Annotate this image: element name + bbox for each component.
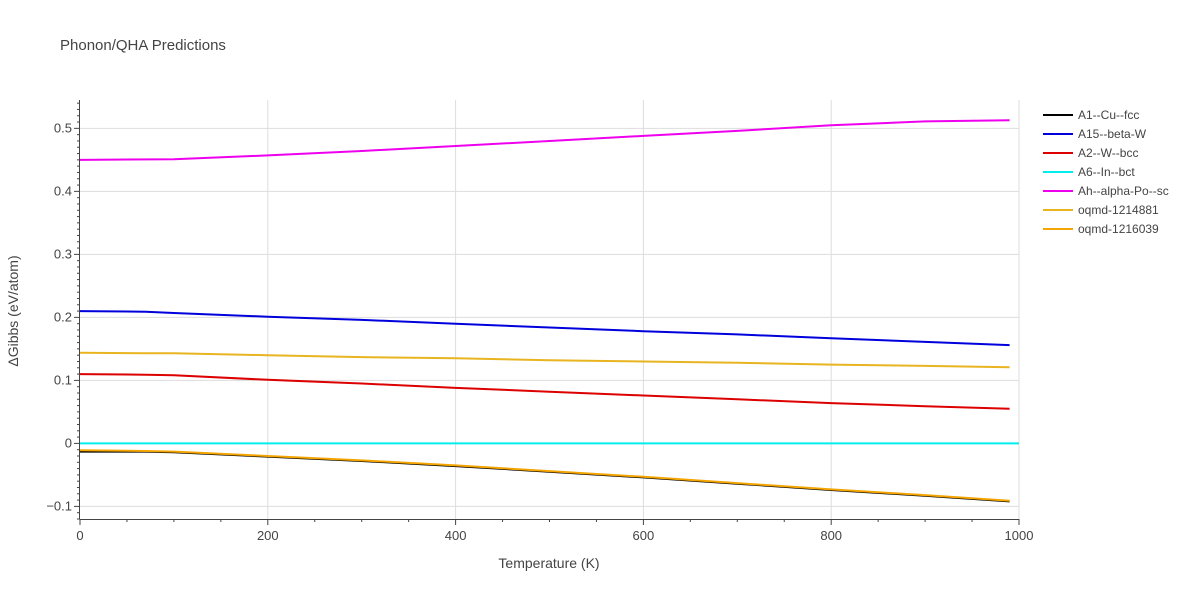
x-tick-label: 0 xyxy=(76,528,83,543)
x-tick-label: 600 xyxy=(633,528,655,543)
legend[interactable]: A1--Cu--fcc A15--beta-W A2--W--bcc A6--In--… xyxy=(1043,108,1169,236)
x-tick-label: 1000 xyxy=(1005,528,1034,543)
y-tick-label: 0.1 xyxy=(54,372,72,387)
series-line-oqmd-1214881 xyxy=(79,351,1010,369)
x-axis-title: Temperature (K) xyxy=(498,555,599,571)
legend-label: A6--In--bct xyxy=(1078,165,1135,179)
y-tick-label: −0.1 xyxy=(46,498,72,513)
grid xyxy=(80,100,1020,519)
legend-label: A15--beta-W xyxy=(1078,127,1147,141)
y-tick-label: 0 xyxy=(65,435,72,450)
legend-label: Ah--alpha-Po--sc xyxy=(1078,184,1169,198)
y-axis-title: ΔGibbs (eV/atom) xyxy=(5,255,21,366)
series-line-ah-alpha-po-sc xyxy=(79,119,1010,161)
legend-item[interactable]: oqmd-1216039 xyxy=(1043,222,1159,236)
legend-item[interactable]: A15--beta-W xyxy=(1043,127,1147,141)
chart-title: Phonon/QHA Predictions xyxy=(60,37,226,54)
series-line-a2-w-bcc xyxy=(79,373,1010,410)
series-line-oqmd-1216039 xyxy=(79,449,1010,502)
series-line-a1-cu-fcc xyxy=(80,450,1010,503)
y-tick-label: 0.5 xyxy=(54,120,72,135)
y-tick-label: 0.3 xyxy=(54,246,72,261)
y-tick-label: 0.2 xyxy=(54,309,72,324)
legend-item[interactable]: Ah--alpha-Po--sc xyxy=(1043,184,1169,198)
legend-label: A2--W--bcc xyxy=(1078,146,1138,160)
legend-label: A1--Cu--fcc xyxy=(1078,108,1139,122)
series-line-a15-beta-w xyxy=(79,310,1010,347)
legend-item[interactable]: oqmd-1214881 xyxy=(1043,203,1159,217)
legend-item[interactable]: A2--W--bcc xyxy=(1043,146,1138,160)
y-tick-label: 0.4 xyxy=(54,183,72,198)
series-group xyxy=(79,119,1019,503)
legend-item[interactable]: A1--Cu--fcc xyxy=(1043,108,1139,122)
legend-label: oqmd-1214881 xyxy=(1078,203,1159,217)
legend-item[interactable]: A6--In--bct xyxy=(1043,165,1135,179)
axes: 0 200 400 600 800 1000 −0.1 0 0.1 0.2 0.3 0.4 0.5 xyxy=(46,100,1033,543)
x-tick-label: 200 xyxy=(257,528,279,543)
legend-label: oqmd-1216039 xyxy=(1078,222,1159,236)
x-tick-label: 400 xyxy=(445,528,467,543)
x-tick-label: 800 xyxy=(820,528,842,543)
